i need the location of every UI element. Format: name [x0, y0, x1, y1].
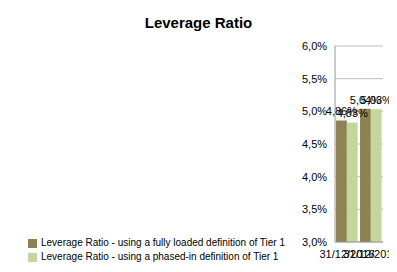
html-text:Leverage Ratio - using a phase: Leverage Ratio - using a phased-in defin… — [41, 251, 279, 262]
svg-text:4,83%: 4,83% — [337, 107, 368, 119]
html-text:Leverage Ratio - using a fully: Leverage Ratio - using a fully loaded de… — [41, 237, 285, 248]
svg-text:31/12/2017: 31/12/2017 — [343, 248, 389, 260]
html-text:Leverage Ratio: Leverage Ratio — [144, 14, 253, 31]
svg-text:5,5%: 5,5% — [302, 73, 327, 85]
svg-text:5,03%: 5,03% — [361, 94, 389, 106]
svg-text:3,5%: 3,5% — [302, 203, 327, 215]
svg-text:5,0%: 5,0% — [302, 105, 327, 117]
svg-text:6,0%: 6,0% — [302, 40, 327, 52]
svg-text:3,0%: 3,0% — [302, 236, 327, 248]
svg-text:4,5%: 4,5% — [302, 138, 327, 150]
svg-text:4,0%: 4,0% — [302, 171, 327, 183]
